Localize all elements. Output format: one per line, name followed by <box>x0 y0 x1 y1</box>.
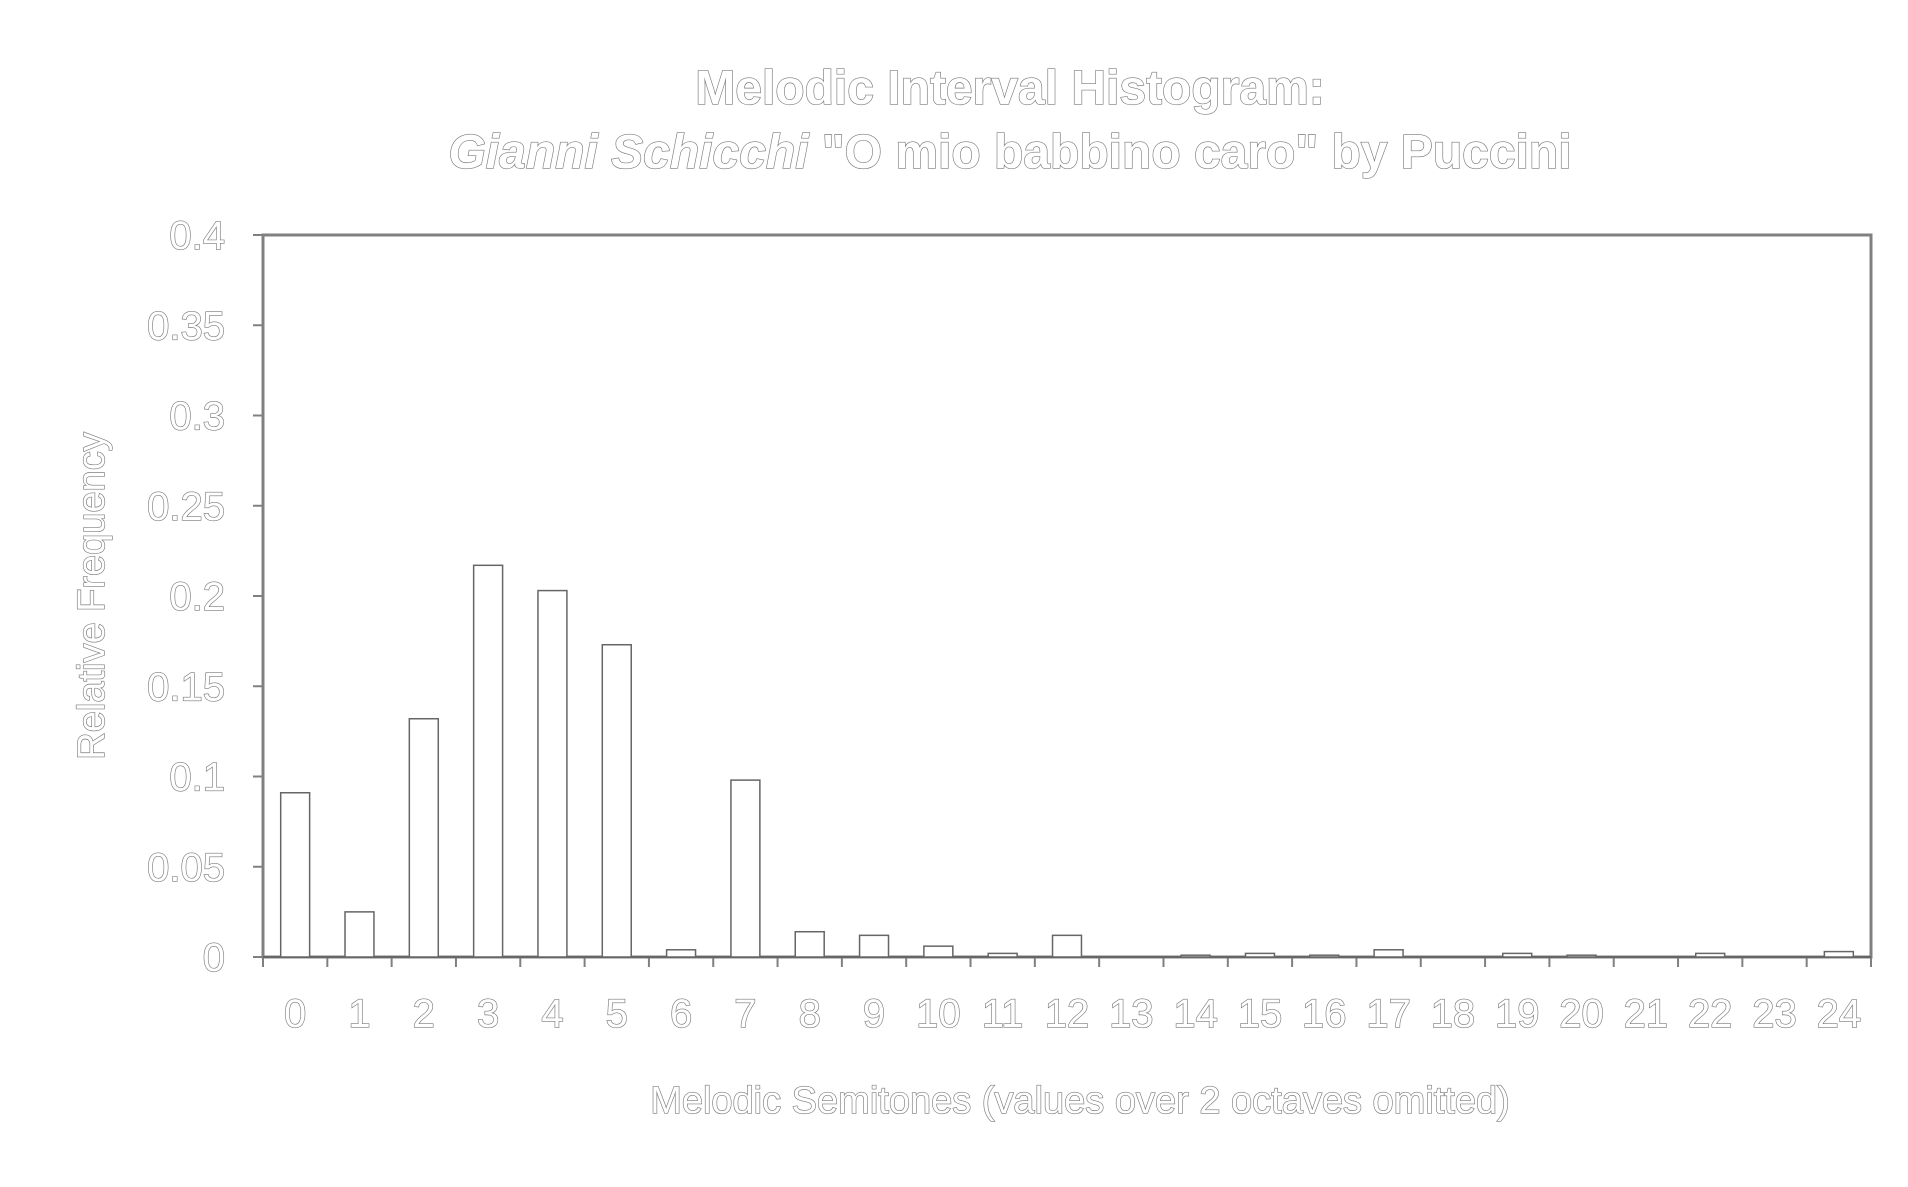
bar-9 <box>858 934 890 958</box>
bar-16 <box>1309 954 1340 958</box>
x-tick-label: 1 <box>348 992 370 1036</box>
x-tick-label: 7 <box>734 992 756 1036</box>
y-tick-label: 0.05 <box>147 846 225 890</box>
x-tick-label: 21 <box>1624 992 1669 1036</box>
y-axis-label: Relative Frequency <box>71 432 113 759</box>
chart-title-rest: "O mio babbino caro" by Puccini <box>809 126 1572 179</box>
x-axis: 0 1 2 3 4 5 6 7 8 9 10 11 12 13 14 15 16 17 18 19 20 21 22 23 24 <box>262 956 1872 1037</box>
x-tick-label: 22 <box>1688 992 1733 1036</box>
x-tick-label: 12 <box>1045 992 1090 1036</box>
y-tick-label: 0.3 <box>169 395 225 439</box>
bar-14 <box>1180 954 1211 958</box>
x-tick-label: 11 <box>982 992 1024 1036</box>
x-axis-label: Melodic Semitones (values over 2 octaves… <box>650 1080 1510 1122</box>
chart-title-line2: Gianni Schicchi "O mio babbino caro" by … <box>448 126 1571 179</box>
y-tick-label: 0 <box>203 936 225 980</box>
y-tick-label: 0.35 <box>147 304 225 348</box>
y-tick-label: 0.2 <box>169 575 225 619</box>
x-tick-label: 20 <box>1559 992 1604 1036</box>
x-tick-label: 9 <box>863 992 885 1036</box>
x-tick-label: 15 <box>1238 992 1283 1036</box>
bar-20 <box>1566 954 1597 958</box>
x-tick-label: 0 <box>284 992 306 1036</box>
x-tick-label: 4 <box>541 992 563 1036</box>
bar-7 <box>730 779 761 958</box>
bar-3 <box>472 564 504 958</box>
x-tick-label: 17 <box>1366 992 1411 1036</box>
x-tick-label: 3 <box>477 992 499 1036</box>
bar-22 <box>1694 952 1726 958</box>
bar-4 <box>537 589 568 958</box>
bar-0 <box>279 791 311 958</box>
x-tick-label: 16 <box>1302 992 1347 1036</box>
x-tick-label: 2 <box>413 992 435 1036</box>
bar-12 <box>1051 934 1083 958</box>
bar-series <box>279 564 1855 958</box>
chart-title-line1: Melodic Interval Histogram: <box>695 62 1324 115</box>
bar-1 <box>344 911 375 958</box>
chart-title-italic: Gianni Schicchi <box>448 126 810 179</box>
bar-24 <box>1823 950 1855 958</box>
bar-6 <box>665 949 697 958</box>
bar-15 <box>1244 952 1276 958</box>
bar-5 <box>601 643 632 958</box>
bar-2 <box>408 717 440 958</box>
bar-17 <box>1373 949 1404 958</box>
y-tick-label: 0.15 <box>147 665 225 709</box>
x-tick-label: 14 <box>1173 992 1218 1036</box>
y-tick-label: 0.4 <box>169 214 225 258</box>
x-tick-label: 19 <box>1495 992 1540 1036</box>
bar-11 <box>987 952 1018 958</box>
x-tick-label: 24 <box>1817 992 1862 1036</box>
y-tick-label: 0.25 <box>147 485 225 529</box>
bar-8 <box>794 930 825 958</box>
bar-19 <box>1502 952 1533 958</box>
x-tick-label: 23 <box>1752 992 1797 1036</box>
x-tick-label: 6 <box>670 992 692 1036</box>
x-tick-label: 8 <box>799 992 821 1036</box>
x-tick-label: 5 <box>606 992 628 1036</box>
x-tick-label: 13 <box>1109 992 1154 1036</box>
x-tick-label: 10 <box>916 992 961 1036</box>
y-axis: 0 0.05 0.1 0.15 0.2 0.25 0.3 0.35 0.4 <box>146 213 263 981</box>
plot-frame <box>261 233 1873 959</box>
y-tick-label: 0.1 <box>169 756 225 800</box>
x-tick-label: 18 <box>1431 992 1476 1036</box>
bar-10 <box>923 945 954 958</box>
